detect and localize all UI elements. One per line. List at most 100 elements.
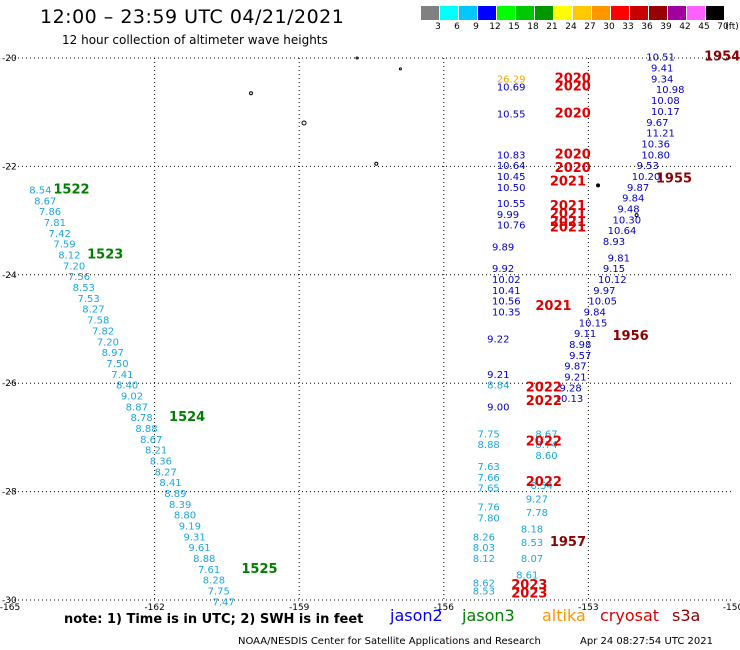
- wave-height-value: 8.61: [516, 570, 538, 581]
- pass-number-label: 2021: [550, 220, 586, 235]
- pass-number-label: 1523: [87, 248, 123, 263]
- wave-height-value: 10.83: [497, 150, 526, 161]
- wave-height-value: 9.15: [603, 264, 625, 275]
- pass-number-label: 2021: [550, 215, 586, 230]
- pass-number-label: 1525: [241, 562, 277, 577]
- wave-height-value: 7.59: [53, 240, 75, 251]
- lat-tick-label: -24: [2, 271, 17, 281]
- wave-height-value: 8.67: [34, 196, 56, 207]
- legend-swatch: [516, 6, 534, 20]
- legend-label: 42: [679, 22, 691, 32]
- wave-height-value: 9.02: [121, 391, 143, 402]
- legend-label: 15: [508, 22, 520, 32]
- wave-height-value: 8.67: [140, 435, 162, 446]
- pass-number-label: 2020: [555, 147, 591, 162]
- pass-number-label: 1954: [704, 50, 740, 65]
- legend-label: 18: [527, 22, 539, 32]
- wave-height-value: 10.45: [497, 172, 526, 183]
- wave-height-value: 8.88: [193, 554, 215, 565]
- pass-number-label: 2022: [526, 435, 562, 450]
- satellite-s3a-label: s3a: [672, 606, 701, 625]
- legend-swatch: [421, 6, 439, 20]
- wave-height-value: 8.54: [29, 186, 51, 197]
- pass-number-label: 2021: [550, 174, 586, 189]
- wave-height-value: 9.99: [497, 210, 519, 221]
- wave-height-value: 10.41: [492, 286, 521, 297]
- wave-height-value: 8.84: [487, 381, 509, 392]
- wave-height-value: 10.30: [613, 215, 642, 226]
- wave-height-value: 8.80: [174, 511, 196, 522]
- wave-height-value: 8.54: [531, 481, 553, 492]
- wave-height-value: 8.53: [73, 283, 95, 294]
- wave-height-value: 9.84: [622, 194, 644, 205]
- wave-height-value: 11.21: [646, 129, 675, 140]
- wave-height-value: 10.12: [598, 275, 627, 286]
- lat-tick-label: -30: [2, 596, 17, 606]
- pass-number-label: 1956: [613, 329, 649, 344]
- wave-height-value: 8.89: [164, 489, 186, 500]
- lon-tick-label: -153: [578, 603, 598, 613]
- wave-height-value: 8.12: [58, 251, 80, 262]
- pass-number-label: 2023: [511, 586, 547, 601]
- legend-swatch: [668, 6, 686, 20]
- island-marker: [634, 213, 639, 218]
- wave-height-value: 7.20: [63, 261, 85, 272]
- island-marker: [355, 56, 359, 60]
- legend-swatch: [649, 6, 667, 20]
- legend-swatch: [687, 6, 705, 20]
- wave-height-value: 7.81: [44, 218, 66, 229]
- legend-label: 9: [473, 22, 479, 32]
- wave-height-value: 8.40: [116, 381, 138, 392]
- pass-number-label: 2022: [526, 394, 562, 409]
- wave-height-value: 10.36: [641, 139, 670, 150]
- legend-label: 3: [435, 22, 441, 32]
- wave-height-value: 10.69: [497, 83, 526, 94]
- wave-height-value: 9.34: [651, 74, 673, 85]
- wave-height-value: 10.13: [555, 394, 584, 405]
- legend-swatch: [630, 6, 648, 20]
- wave-height-value: 9.19: [179, 522, 201, 533]
- pass-number-label: 1522: [53, 183, 89, 198]
- wave-height-value: 9.31: [184, 532, 206, 543]
- legend-swatch: [554, 6, 572, 20]
- wave-height-value: 8.28: [203, 576, 225, 587]
- pass-number-label: 2020: [555, 80, 591, 95]
- wave-height-value: 9.81: [608, 253, 630, 264]
- lon-tick-label: -162: [144, 603, 164, 613]
- island-marker: [249, 91, 253, 96]
- legend-label: 45: [698, 22, 710, 32]
- wave-height-value: 9.61: [188, 543, 210, 554]
- wave-height-value: 8.41: [159, 478, 181, 489]
- legend-swatch: [573, 6, 591, 20]
- wave-height-value: 8.87: [126, 402, 148, 413]
- wave-height-value: 10.05: [588, 297, 617, 308]
- pass-number-label: 2022: [526, 475, 562, 490]
- wave-height-value: 9.11: [574, 329, 596, 340]
- wave-height-value: 10.51: [646, 53, 675, 64]
- wave-height-value: 7.42: [49, 229, 71, 240]
- wave-height-value: 8.03: [473, 543, 495, 554]
- wave-height-value: 9.57: [569, 351, 591, 362]
- pass-number-label: 2021: [535, 299, 571, 314]
- legend-swatch: [706, 6, 724, 20]
- lon-tick-label: -156: [434, 603, 455, 613]
- wave-height-value: 9.21: [487, 370, 509, 381]
- wave-height-value: 8.27: [155, 467, 177, 478]
- wave-height-value: 10.50: [497, 183, 526, 194]
- wave-height-value: 7.58: [87, 316, 109, 327]
- wave-height-value: 8.26: [473, 532, 495, 543]
- wave-height-value: 8.67: [535, 429, 557, 440]
- wave-height-value: 10.64: [608, 226, 637, 237]
- wave-height-value: 8.12: [473, 554, 495, 565]
- legend-label: 12: [489, 22, 501, 32]
- wave-height-value: 10.35: [492, 307, 521, 318]
- lat-tick-label: -28: [2, 488, 17, 498]
- pass-number-label: 1524: [169, 410, 205, 425]
- wave-height-value: 8.74: [535, 440, 557, 451]
- lat-tick-label: -22: [2, 162, 17, 172]
- footer-note: note: 1) Time is in UTC; 2) SWH is in fe…: [64, 612, 364, 627]
- legend-label: 24: [565, 22, 577, 32]
- wave-height-value: 8.36: [150, 457, 172, 468]
- legend-label: 21: [546, 22, 558, 32]
- wave-height-value: 7.65: [478, 484, 500, 495]
